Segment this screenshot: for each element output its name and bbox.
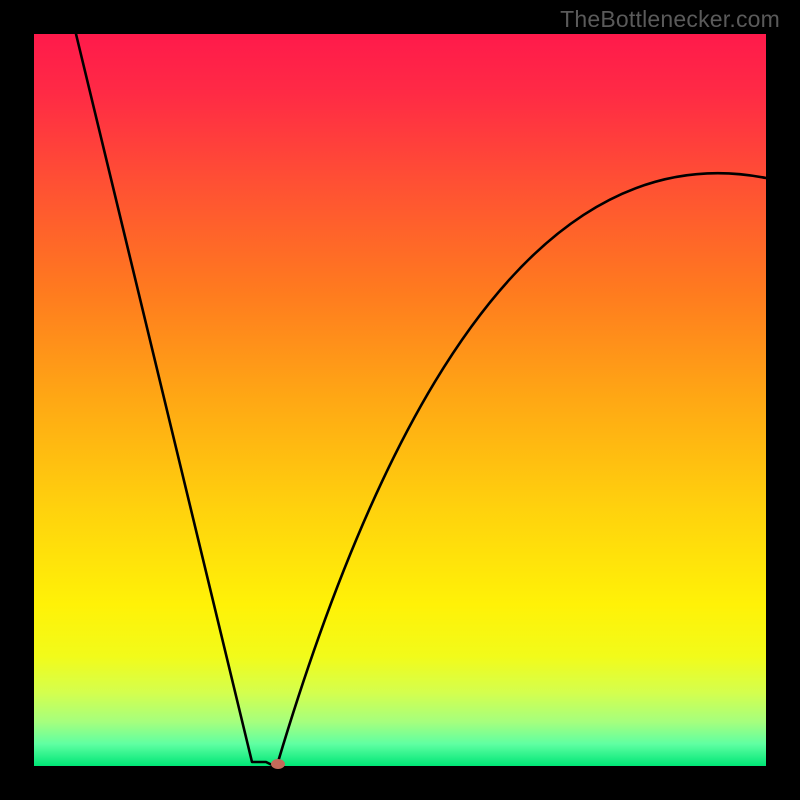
minimum-marker: [271, 759, 285, 769]
bottleneck-curve: [76, 34, 766, 768]
curve-layer: [0, 0, 800, 800]
chart-container: TheBottlenecker.com: [0, 0, 800, 800]
watermark-text: TheBottlenecker.com: [560, 6, 780, 33]
